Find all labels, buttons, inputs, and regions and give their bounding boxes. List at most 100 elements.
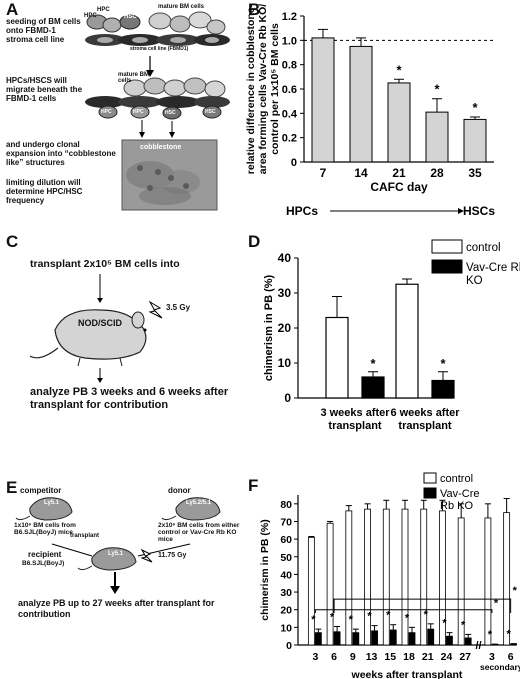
- panel-a-schematic: [85, 11, 230, 211]
- d-y-tick-label: 40: [278, 251, 292, 265]
- f-bar: [484, 517, 492, 646]
- d-legend-label-control: control: [466, 242, 501, 254]
- f-y-axis-title: chimerism in PB (%): [259, 519, 271, 621]
- b-bar: [463, 118, 487, 163]
- panel-label-b: B: [248, 0, 261, 19]
- f-significance-marker: *: [442, 618, 447, 630]
- f-x-tick-label: 3: [489, 651, 495, 663]
- f-bar: [333, 631, 341, 646]
- f-y-tick-label: 10: [280, 622, 292, 634]
- f-x-tick-label: 24: [441, 651, 453, 663]
- f-bar: [401, 508, 409, 646]
- f-y-tick-label: 80: [280, 499, 292, 511]
- f-legend-swatch-ko: [423, 487, 437, 499]
- b-y-tick-label: 1.0: [282, 35, 297, 47]
- d-y-axis-title: chimerism in PB (%): [263, 274, 275, 381]
- c-dose: 3.5 Gy: [166, 303, 191, 312]
- b-x-axis-title: CAFC day: [370, 180, 428, 194]
- f-x-tick-label: 6: [508, 651, 514, 663]
- b-y-tick-label: 0.4: [282, 108, 298, 120]
- f-y-tick-label: 60: [280, 534, 292, 546]
- f-comparison-bracket: [314, 609, 493, 613]
- d-x-tick-label: 3 weeks after: [320, 407, 390, 419]
- e-ly51-competitor: Ly5.1: [44, 500, 60, 506]
- label-mature-cells-2: mature BM cells: [118, 72, 150, 84]
- irradiation-icon: [140, 548, 153, 563]
- b-y-tick-label: 0.6: [282, 84, 297, 96]
- d-x-tick-label: transplant: [328, 420, 382, 432]
- d-bar: [325, 316, 349, 399]
- f-legend-label-control: control: [440, 473, 473, 485]
- f-x-tick-label: 13: [366, 651, 378, 663]
- f-y-tick-label: 20: [280, 605, 292, 617]
- b-y-axis-title-line: control per 1x10⁵ BM cells: [269, 23, 281, 155]
- label-hsc-2: HSC: [165, 110, 176, 116]
- d-x-tick-label: transplant: [398, 420, 452, 432]
- migrated-cells: [85, 77, 230, 120]
- f-significance-marker: *: [349, 614, 354, 626]
- label-hsc-3: HSC: [205, 109, 216, 115]
- b-significance-marker: *: [396, 62, 402, 77]
- b-arrow-left-label: HPCs: [286, 204, 318, 218]
- f-y-tick-label: 70: [280, 516, 292, 528]
- label-hpc-2: HPC: [84, 13, 97, 19]
- e-ly52-donor: Ly5.2/5.1: [186, 500, 212, 506]
- f-significance-marker: *: [461, 619, 466, 631]
- e-ly51-recipient: Ly5.1: [108, 551, 124, 557]
- d-legend-label-ko: Vav-Cre Rb: [466, 262, 520, 274]
- f-bar: [389, 629, 397, 646]
- panel-c-schematic: [29, 274, 163, 383]
- b-y-tick-label: 1.2: [282, 11, 297, 23]
- e-donor: donor: [168, 486, 191, 495]
- f-bar: [326, 522, 334, 646]
- b-y-tick-label: 0: [291, 157, 297, 169]
- f-x-tick-label: 15: [384, 651, 396, 663]
- e-donor-cells: 2x10⁶ BM cells from either control or Va…: [158, 522, 240, 543]
- label-hpc-1: HPC: [97, 7, 110, 13]
- f-y-tick-label: 30: [280, 587, 292, 599]
- d-legend-label-ko: KO: [466, 275, 483, 287]
- f-x-tick-label: 18: [403, 651, 415, 663]
- b-significance-marker: *: [472, 100, 478, 115]
- b-significance-marker: *: [434, 82, 440, 97]
- f-bar: [420, 508, 428, 646]
- f-x-axis-title: weeks after transplant: [351, 669, 463, 679]
- donor-mouse: [161, 497, 221, 521]
- d-y-tick-label: 30: [278, 286, 292, 300]
- e-recipient-strain: B6.SJL(BoyJ): [22, 560, 65, 567]
- c-analyze-text: analyze PB 3 weeks and 6 weeks after tra…: [30, 386, 229, 411]
- chart-b: 0 0.2 0.4 0.6 0.8 1.0 1.2 7 14 21 * 28 * 35 * CAFC day H…: [245, 3, 496, 218]
- panel-label-f: F: [248, 476, 259, 495]
- step-migrate: HPCs/HSCS will migrate beneath the FBMD-…: [6, 76, 83, 103]
- f-y-tick-label: 40: [280, 569, 292, 581]
- f-bar: [307, 536, 315, 646]
- top-cells: [86, 11, 226, 35]
- d-bar: [431, 379, 455, 399]
- d-y-tick-label: 10: [278, 356, 292, 370]
- f-bracket-significance: *: [513, 585, 518, 597]
- d-x-tick-label: 6 weeks after: [390, 407, 460, 419]
- b-x-tick-label: 35: [468, 166, 482, 180]
- chart-f: 0 10 20 30 40 50 60 70 80 * 3 * 6 * 9 * 13 * 15 * 18 * 21 * 24 * 2…: [259, 472, 520, 679]
- label-stroma: stroma cell line (FBMD1): [130, 46, 189, 52]
- b-x-tick-label: 7: [320, 166, 327, 180]
- b-y-axis-title-line: area forming cells Vav-Cre Rb KO/: [257, 4, 269, 174]
- b-x-tick-label: 14: [354, 166, 368, 180]
- step-limiting-dilution: limiting dilution will determine HPC/HSC…: [6, 178, 83, 205]
- label-mature-cells: mature BM cells: [158, 4, 205, 10]
- step-seeding: seeding of BM cells onto FBMD-1 stroma c…: [6, 17, 81, 44]
- f-x-tick-label: 21: [422, 651, 434, 663]
- f-legend-label-ko: Vav-Cre: [440, 488, 480, 500]
- f-significance-marker: *: [506, 629, 511, 641]
- b-y-axis-title: relative difference in cobblestone-area …: [245, 3, 281, 174]
- f-y-tick-label: 50: [280, 552, 292, 564]
- f-significance-marker: *: [405, 612, 410, 624]
- label-cobblestone: cobblestone: [140, 144, 182, 151]
- b-x-tick-label: 28: [430, 166, 444, 180]
- b-bar: [387, 82, 411, 163]
- f-significance-marker: *: [311, 614, 316, 626]
- f-bar: [364, 508, 371, 646]
- b-y-axis-title-line: relative difference in cobblestone-: [245, 3, 257, 174]
- step-expansion: and undergo clonal expansion into “cobbl…: [6, 140, 116, 167]
